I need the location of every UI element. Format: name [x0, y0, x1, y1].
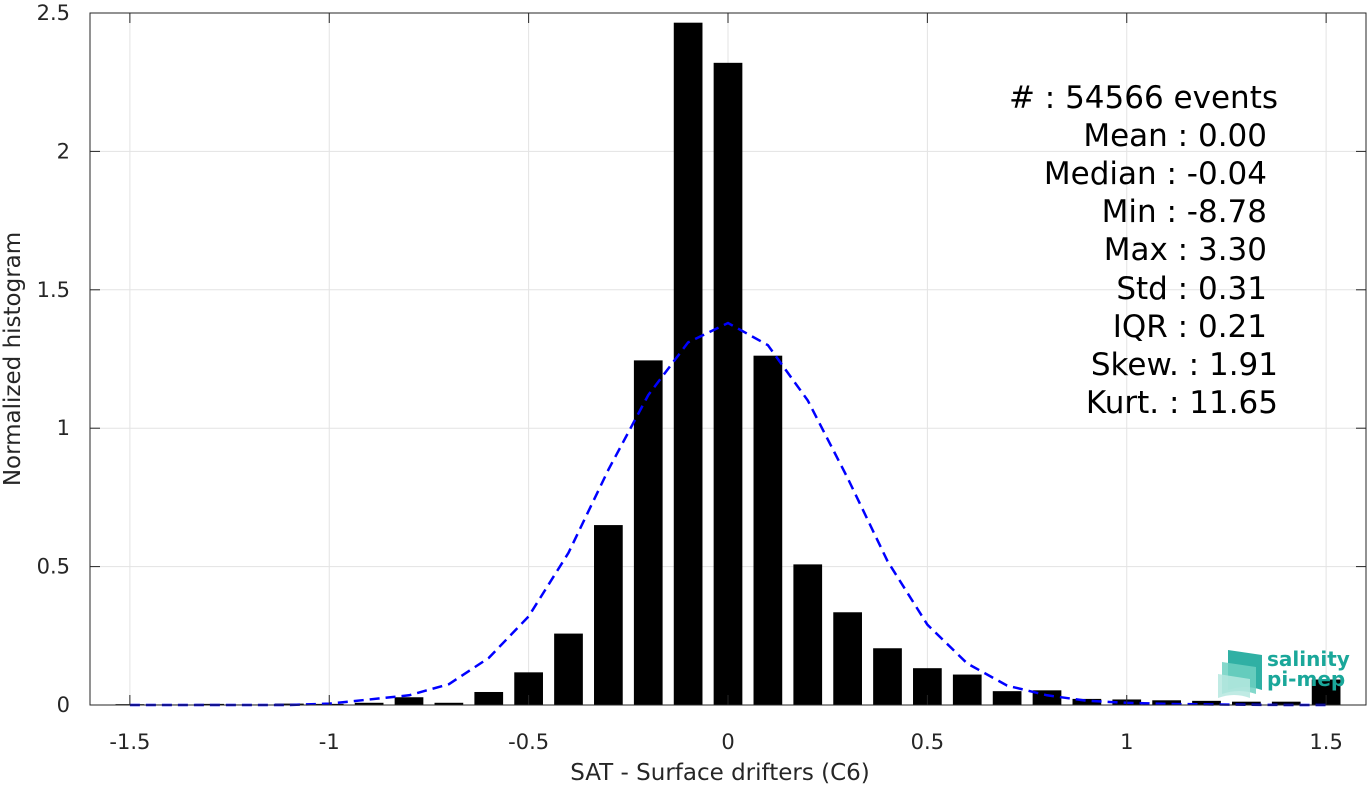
histogram-bar — [354, 702, 384, 705]
y-axis-label: Normalized histogram — [0, 232, 26, 486]
x-tick-label: -1 — [319, 730, 340, 754]
histogram-bar — [554, 633, 583, 705]
histogram-bar — [1192, 700, 1221, 705]
histogram-bar — [1032, 690, 1062, 705]
x-tick-label: 0.5 — [911, 730, 944, 754]
histogram-bar — [793, 564, 823, 705]
logo-wave-icon — [1218, 650, 1262, 698]
x-tick-label: 1 — [1120, 730, 1133, 754]
histogram-bar — [833, 612, 862, 705]
stat-skew: Skew. : 1.91 — [1091, 347, 1278, 383]
histogram-bar — [633, 360, 663, 705]
histogram-bars — [115, 22, 1341, 706]
x-tick-label: -1.5 — [109, 730, 150, 754]
stat-std: Std : 0.31 — [1116, 271, 1267, 307]
histogram-bar — [1152, 700, 1181, 705]
y-tick-label: 0 — [57, 693, 70, 717]
histogram-bar — [873, 648, 902, 705]
histogram-bar — [992, 691, 1022, 705]
histogram-bar — [275, 703, 304, 705]
histogram-bar — [594, 525, 623, 705]
histogram-bar — [1232, 701, 1261, 705]
stat-median: Median : -0.04 — [1044, 156, 1267, 192]
x-tick-label: 0 — [721, 730, 734, 754]
salinity-pimep-logo: salinity pi-mep — [1218, 647, 1350, 698]
histogram-bar — [1072, 698, 1102, 705]
x-tick-label: -0.5 — [508, 730, 549, 754]
x-tick-labels: -1.5 -1 -0.5 0 0.5 1 1.5 — [109, 730, 1342, 754]
logo-text-salinity: salinity — [1267, 647, 1350, 671]
histogram-bar — [434, 702, 464, 705]
y-tick-label: 1 — [57, 416, 70, 440]
histogram-bar — [713, 62, 743, 706]
statistics-annotation: # : 54566 events Mean : 0.00 Median : -0… — [1009, 80, 1278, 421]
y-tick-label: 2.5 — [37, 1, 70, 25]
x-tick-label: 1.5 — [1309, 730, 1342, 754]
y-tick-labels: 0 0.5 1 1.5 2 2.5 — [37, 1, 70, 717]
y-tick-label: 1.5 — [37, 278, 70, 302]
histogram-bar — [195, 703, 224, 705]
histogram-bar — [753, 355, 783, 705]
y-tick-label: 0.5 — [37, 555, 70, 579]
histogram-bar — [394, 697, 424, 705]
stat-events: # : 54566 events — [1009, 80, 1278, 116]
histogram-bar — [673, 22, 703, 706]
histogram-bar — [474, 691, 504, 705]
logo-text-pimep: pi-mep — [1267, 667, 1345, 691]
histogram-bar — [1271, 701, 1301, 705]
stat-mean: Mean : 0.00 — [1083, 118, 1267, 154]
y-tick-label: 2 — [57, 139, 70, 163]
stat-max: Max : 3.30 — [1104, 232, 1267, 268]
axes-box — [89, 12, 1367, 706]
histogram-bar — [952, 674, 982, 705]
stat-kurt: Kurt. : 11.65 — [1086, 385, 1278, 421]
x-axis-label: SAT - Surface drifters (C6) — [570, 760, 870, 785]
stat-iqr: IQR : 0.21 — [1113, 309, 1267, 345]
axes — [89, 12, 1367, 706]
stat-min: Min : -8.78 — [1102, 194, 1267, 230]
